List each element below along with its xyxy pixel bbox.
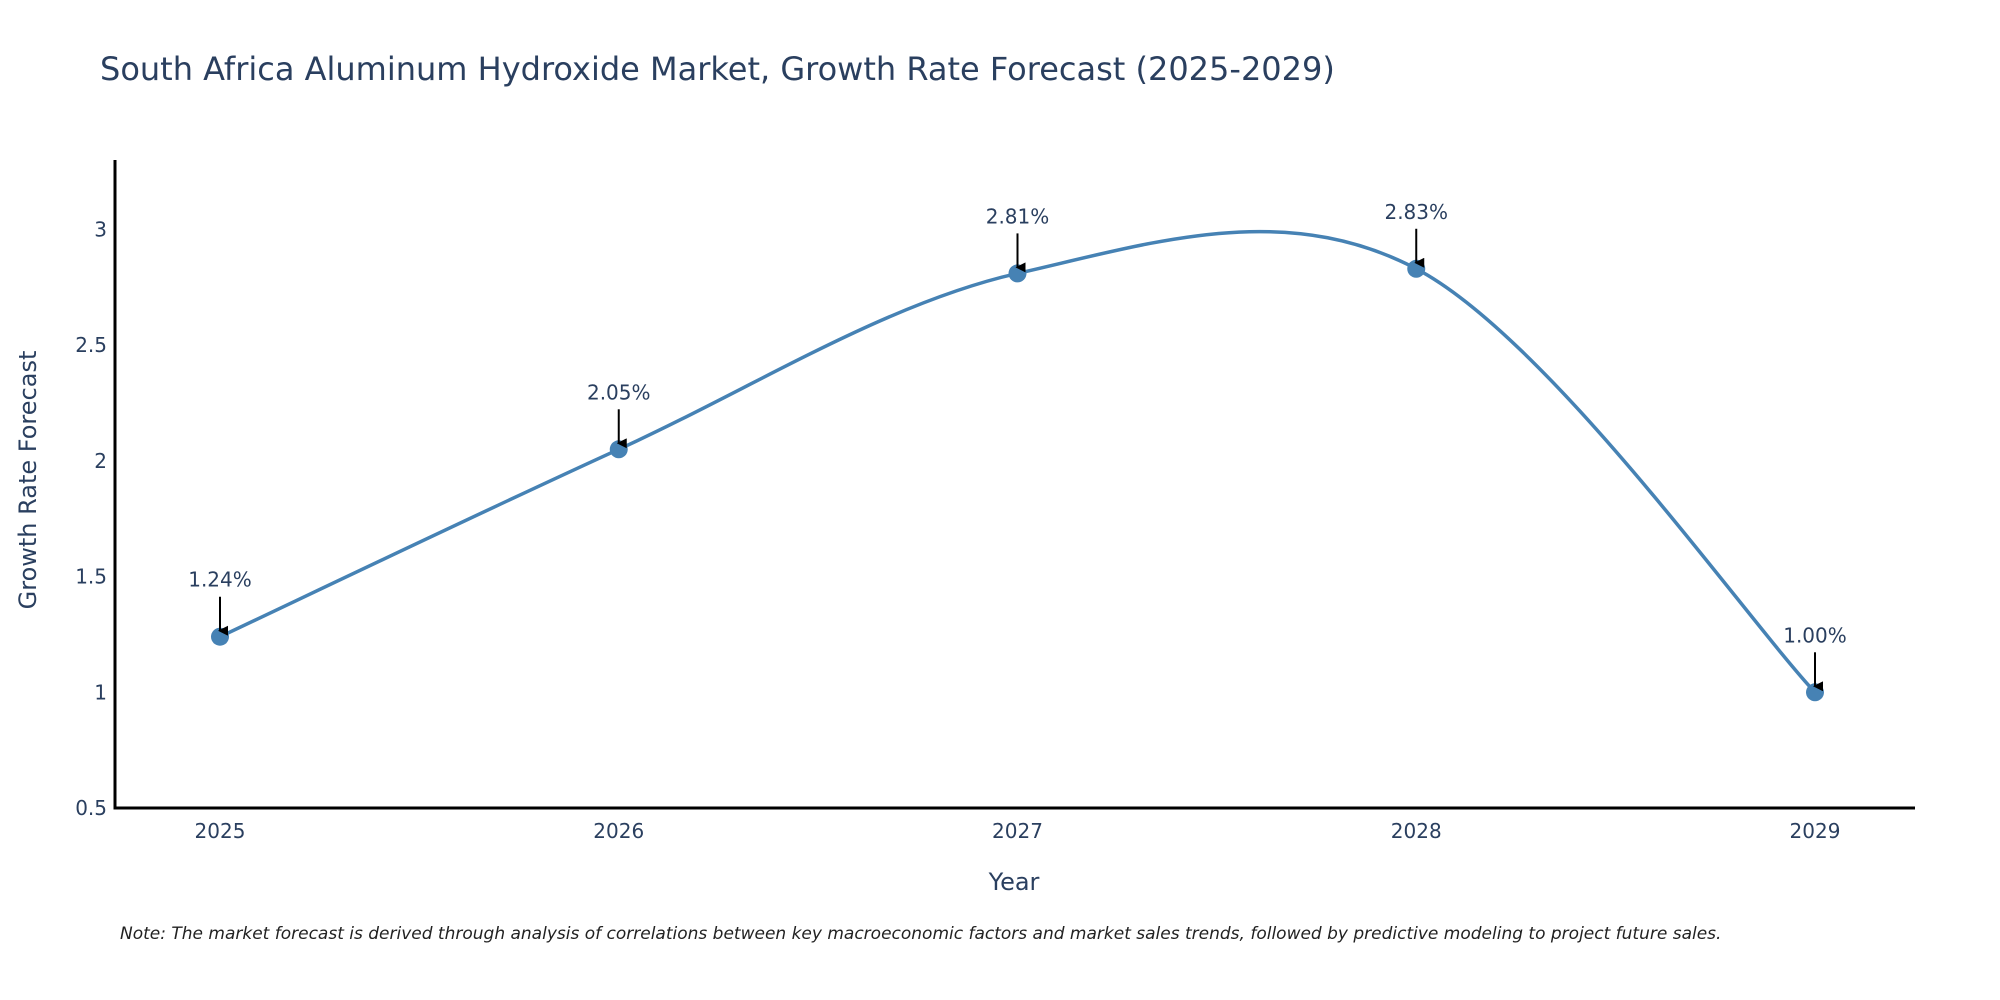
data-label: 1.00% [1783, 623, 1847, 647]
data-label: 2.05% [587, 380, 651, 404]
y-tick-label: 3 [94, 217, 107, 241]
x-axis-title: Year [988, 868, 1040, 896]
x-tick-label: 2027 [992, 819, 1043, 843]
data-label: 1.24% [188, 568, 252, 592]
x-tick-label: 2028 [1391, 819, 1442, 843]
x-tick-label: 2026 [593, 819, 644, 843]
x-tick-label: 2025 [195, 819, 246, 843]
plot-area: 0.5 1 1.5 2 2.5 3 2025 2026 2027 2028 2029 1.24% 2.0… [75, 160, 1915, 843]
y-tick-label: 2 [94, 449, 107, 473]
y-tick-label: 1.5 [75, 565, 107, 589]
footnote: Note: The market forecast is derived thr… [120, 924, 1721, 944]
chart-title: South Africa Aluminum Hydroxide Market, … [100, 50, 1335, 88]
data-label: 2.81% [986, 204, 1050, 228]
x-tick-label: 2029 [1790, 819, 1841, 843]
series-line [219, 229, 1817, 694]
y-tick-label: 0.5 [75, 796, 107, 820]
y-tick-label: 1 [94, 680, 107, 704]
y-tick-label: 2.5 [75, 333, 107, 357]
y-axis-title: Growth Rate Forecast [14, 351, 42, 610]
data-label: 2.83% [1384, 200, 1448, 224]
